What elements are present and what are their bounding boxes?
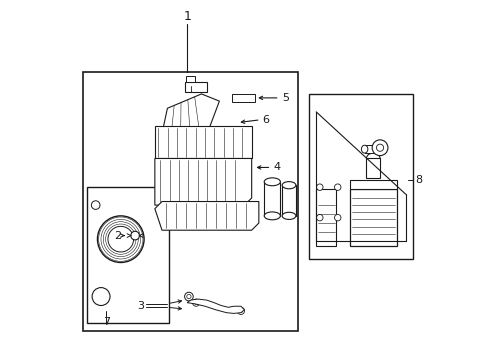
Circle shape — [237, 307, 244, 315]
Bar — [308, 94, 412, 259]
Bar — [366, 158, 379, 178]
Polygon shape — [187, 299, 244, 314]
Circle shape — [334, 215, 340, 221]
Text: 1: 1 — [183, 10, 191, 23]
Bar — [185, 76, 195, 82]
Circle shape — [91, 201, 100, 210]
Polygon shape — [155, 202, 258, 230]
Bar — [212, 197, 218, 203]
Circle shape — [131, 231, 139, 240]
Bar — [169, 197, 175, 203]
Polygon shape — [155, 126, 251, 158]
Circle shape — [108, 226, 133, 252]
Circle shape — [194, 301, 198, 305]
Ellipse shape — [264, 178, 280, 186]
Text: 7: 7 — [102, 317, 110, 327]
Bar — [364, 145, 382, 153]
Bar — [349, 180, 396, 189]
Bar — [234, 197, 240, 203]
Ellipse shape — [282, 212, 295, 220]
Ellipse shape — [264, 212, 280, 220]
Circle shape — [192, 299, 199, 306]
Bar — [231, 94, 255, 102]
Circle shape — [371, 140, 387, 156]
Bar — [316, 189, 335, 246]
Bar — [83, 72, 298, 330]
Text: 2: 2 — [113, 231, 121, 240]
Bar — [282, 185, 295, 216]
Text: 8: 8 — [414, 175, 421, 185]
Text: 4: 4 — [273, 162, 280, 172]
Text: 5: 5 — [282, 93, 288, 103]
Circle shape — [186, 294, 191, 299]
Circle shape — [184, 292, 193, 301]
Circle shape — [316, 184, 323, 190]
Bar — [191, 197, 197, 203]
Circle shape — [239, 309, 242, 313]
Text: 6: 6 — [262, 115, 269, 125]
Polygon shape — [162, 94, 219, 144]
Text: 3: 3 — [137, 301, 143, 311]
Bar — [86, 187, 169, 323]
Circle shape — [97, 216, 144, 262]
Polygon shape — [155, 158, 251, 205]
Circle shape — [376, 144, 383, 151]
Circle shape — [316, 215, 323, 221]
Circle shape — [92, 288, 110, 306]
Bar — [264, 182, 280, 216]
Bar — [349, 189, 396, 246]
Ellipse shape — [361, 145, 367, 153]
Bar — [185, 82, 206, 92]
Circle shape — [334, 184, 340, 190]
Ellipse shape — [282, 181, 295, 189]
